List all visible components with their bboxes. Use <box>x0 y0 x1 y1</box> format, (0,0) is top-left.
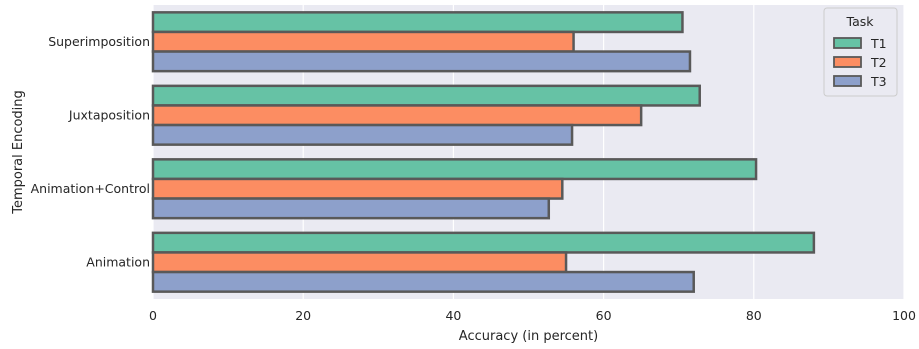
bar-t3-0 <box>151 50 692 73</box>
x-tick-label: 0 <box>149 308 157 323</box>
legend-swatch-t2 <box>833 56 862 68</box>
y-axis-title: Temporal Encoding <box>11 90 26 215</box>
bar-t1-3 <box>151 231 816 254</box>
bar-t1-1 <box>151 84 701 107</box>
bar-t1-2 <box>151 158 758 181</box>
legend-label-t3: T3 <box>870 74 887 89</box>
bar-t3-1 <box>151 123 574 146</box>
x-tick-label: 20 <box>295 308 311 323</box>
x-tick-label: 100 <box>892 308 916 323</box>
x-tick-labels: 0 20 40 60 80 100 <box>149 308 916 323</box>
x-axis-title: Accuracy (in percent) <box>459 329 598 344</box>
bars <box>151 11 816 293</box>
y-tick-labels: Superimposition Juxtaposition Animation+Co… <box>31 34 150 270</box>
legend-label-t2: T2 <box>870 55 887 70</box>
bar-t2-0 <box>151 30 575 53</box>
y-tick-label: Juxtaposition <box>68 107 150 122</box>
bar-t3-3 <box>151 270 695 293</box>
x-tick-label: 40 <box>445 308 461 323</box>
bar-t1-0 <box>151 11 684 34</box>
bar-t2-3 <box>151 251 568 274</box>
x-tick-label: 80 <box>746 308 762 323</box>
legend-label-t1: T1 <box>870 36 887 51</box>
legend-swatch-t3 <box>833 75 862 87</box>
x-tick-label: 60 <box>596 308 612 323</box>
y-tick-label: Superimposition <box>48 34 150 49</box>
legend: Task T1 T2 T3 <box>823 7 898 97</box>
y-tick-label: Animation+Control <box>31 181 150 196</box>
legend-swatch-t1 <box>833 37 862 49</box>
bar-t3-2 <box>151 197 551 220</box>
y-tick-label: Animation <box>86 254 150 269</box>
legend-title: Task <box>846 14 875 29</box>
legend-box <box>823 7 898 97</box>
bar-t2-2 <box>151 177 564 200</box>
bar-t2-1 <box>151 104 643 127</box>
